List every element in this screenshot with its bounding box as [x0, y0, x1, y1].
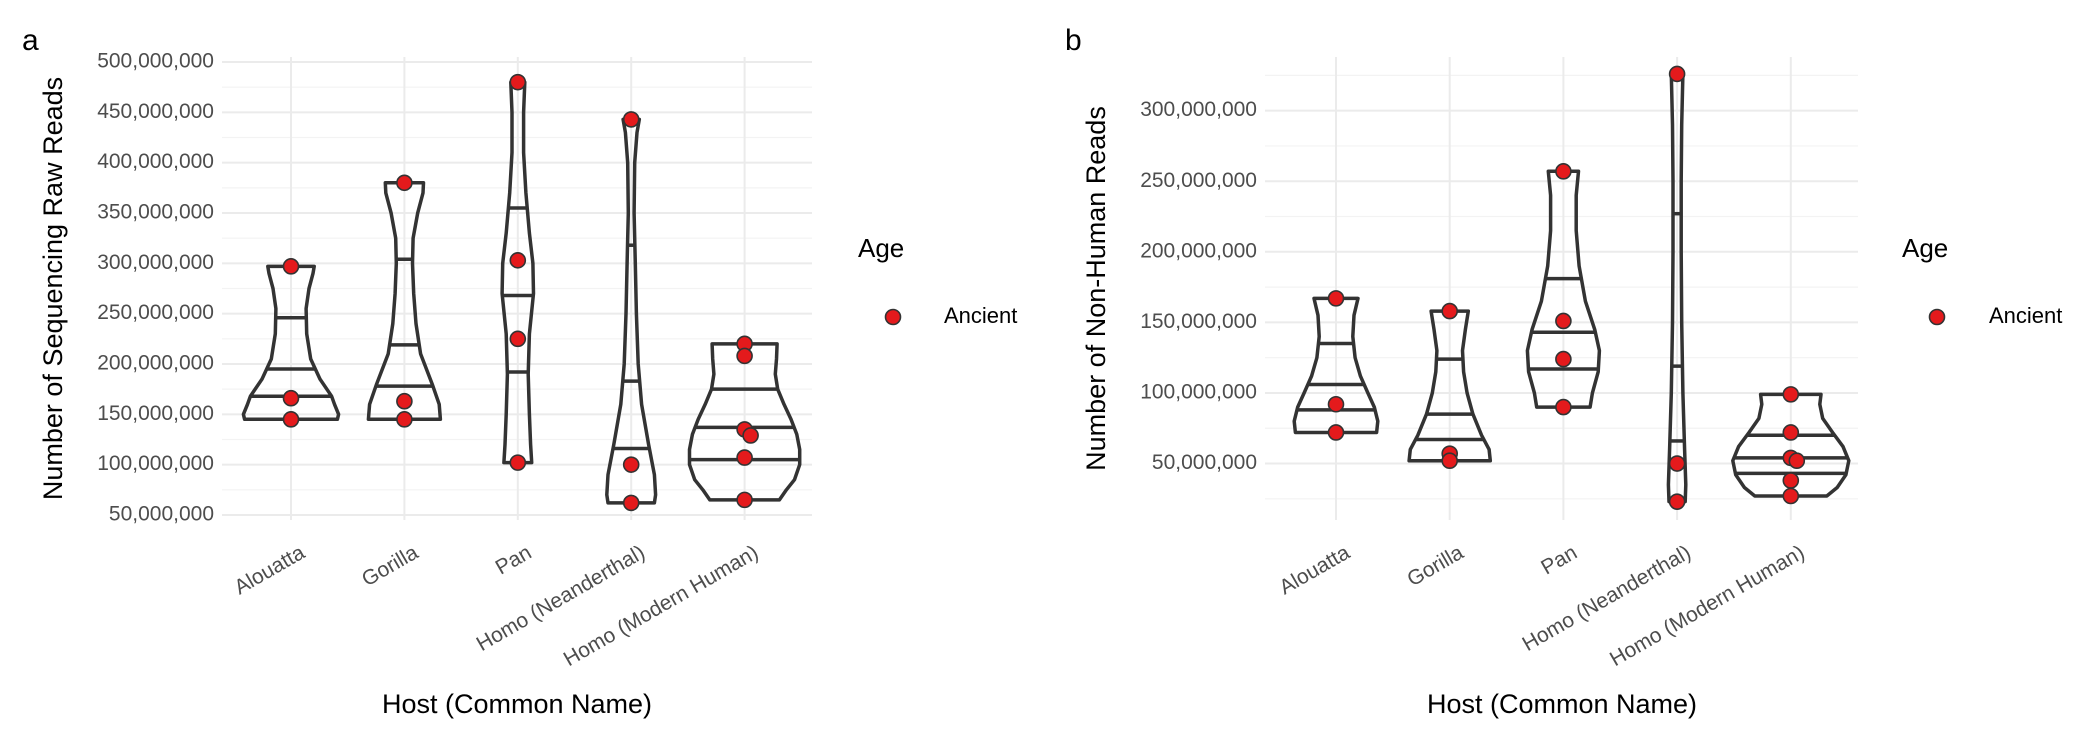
violin-alouatta	[241, 264, 341, 422]
violin-outline	[366, 181, 443, 422]
x-axis-title: Host (Common Name)	[1427, 689, 1697, 719]
legend-key	[1928, 308, 1946, 326]
x-axis-title: Host (Common Name)	[382, 689, 652, 719]
y-tick-label: 400,000,000	[97, 150, 214, 173]
data-point	[396, 174, 413, 192]
y-axis-title: Number of Non-Human Reads	[1081, 106, 1111, 471]
data-point	[1782, 487, 1800, 505]
data-point	[622, 111, 640, 128]
violin-outline	[241, 264, 341, 422]
data-point	[1555, 163, 1572, 180]
y-tick-label: 300,000,000	[1140, 98, 1257, 121]
y-tick-label: 500,000,000	[97, 50, 214, 73]
y-tick-label: 150,000,000	[97, 402, 214, 425]
y-tick-label: 100,000,000	[97, 452, 214, 475]
legend-key	[884, 308, 902, 326]
data-point	[282, 411, 300, 428]
grid	[1265, 57, 1858, 520]
legend: Age Ancient	[858, 233, 1017, 328]
data-point	[1668, 65, 1686, 83]
violin-gorilla	[366, 181, 443, 422]
data-point	[396, 411, 413, 428]
y-tick-label: 250,000,000	[1140, 169, 1257, 192]
data-point	[509, 252, 527, 269]
y-tick-label: 450,000,000	[97, 100, 214, 123]
data-point	[1555, 312, 1572, 330]
panel-tag: a	[22, 24, 39, 57]
data-point	[736, 491, 753, 509]
series-ancient	[282, 73, 759, 512]
data-point	[396, 392, 413, 410]
data-point	[1327, 424, 1345, 441]
y-tick-label: 100,000,000	[1140, 381, 1257, 404]
y-axis-title: Number of Sequencing Raw Reads	[38, 77, 68, 500]
data-point	[742, 427, 759, 444]
legend-title: Age	[1902, 233, 1948, 263]
data-point	[622, 456, 640, 473]
data-point	[1555, 398, 1572, 416]
data-point	[736, 449, 753, 466]
legend: Age Ancient	[1902, 233, 2062, 328]
y-tick-label: 300,000,000	[97, 251, 214, 274]
y-tick-label: 150,000,000	[1140, 310, 1257, 333]
violin-outline	[1292, 296, 1380, 435]
data-point	[1668, 455, 1686, 472]
data-point	[509, 454, 527, 471]
y-tick-label: 250,000,000	[97, 301, 214, 324]
data-point	[509, 330, 527, 348]
y-tick-label: 50,000,000	[1152, 451, 1257, 474]
legend-label: Ancient	[944, 303, 1017, 328]
violin-gorilla	[1407, 309, 1493, 463]
data-point	[1668, 493, 1686, 510]
y-tick-label: 200,000,000	[97, 352, 214, 375]
legend-title: Age	[858, 233, 904, 263]
data-point	[1782, 386, 1800, 403]
data-point	[509, 73, 527, 91]
y-tick-label: 350,000,000	[97, 201, 214, 224]
series-ancient	[1327, 65, 1806, 510]
violin-pan	[1525, 169, 1602, 409]
data-point	[1555, 350, 1572, 368]
data-point	[1441, 452, 1458, 470]
legend-label: Ancient	[1989, 303, 2062, 328]
data-point	[1441, 302, 1458, 320]
panel-tag: b	[1065, 24, 1082, 57]
data-point	[1782, 472, 1800, 489]
data-point	[282, 389, 300, 407]
data-point	[1327, 290, 1345, 307]
data-point	[282, 258, 300, 275]
y-tick-label: 200,000,000	[1140, 239, 1257, 262]
violin-outline	[1525, 169, 1602, 409]
y-tick-label: 50,000,000	[109, 503, 214, 526]
data-point	[622, 494, 640, 512]
violin-outline	[687, 342, 802, 502]
data-point	[1782, 424, 1800, 441]
data-point	[1327, 395, 1345, 413]
data-point	[736, 347, 753, 365]
data-point	[1788, 452, 1806, 470]
